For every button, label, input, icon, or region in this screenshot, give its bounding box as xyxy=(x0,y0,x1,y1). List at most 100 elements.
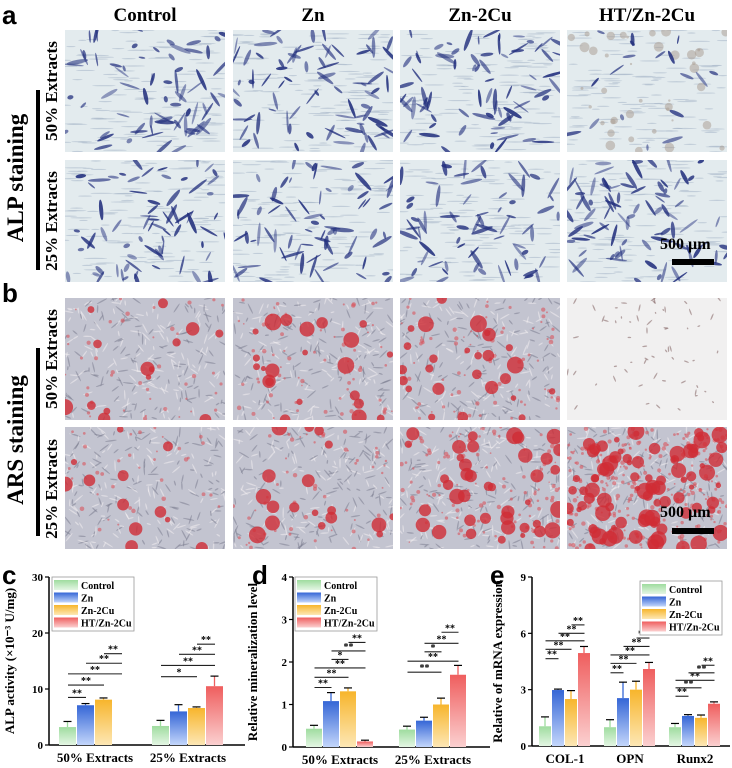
significance-mark: ** xyxy=(201,635,211,646)
micrograph-alp-50-control xyxy=(65,30,225,152)
micrograph-alp-25-zn-2cu xyxy=(400,160,560,282)
micrograph-ars-50-zn xyxy=(233,298,393,420)
micrograph-ars-25-ht-zn-2cu xyxy=(567,427,727,549)
bar-ht-zn-2cu xyxy=(357,741,373,747)
scale-bar-label-a: 500 µm xyxy=(660,236,711,253)
legend-swatch xyxy=(642,584,666,594)
column-header-zn-2cu: Zn-2Cu xyxy=(448,5,512,26)
legend-label: HT/Zn-2Cu xyxy=(81,619,132,630)
significance-mark: ** xyxy=(619,654,629,665)
micrograph-ars-50-control xyxy=(65,298,225,420)
significance-mark: ** xyxy=(445,623,455,634)
significance-mark: ** xyxy=(90,665,100,676)
y-tick-label: 0 xyxy=(38,740,44,752)
y-axis-label: Relative mineralization level xyxy=(245,583,260,742)
chart-mineralization: 0 1 2 3 4 Relative mineralization level 50% Ex… xyxy=(245,572,490,767)
significance-mark: ** xyxy=(318,679,328,690)
legend-swatch xyxy=(54,617,78,628)
y-tick-label: 20 xyxy=(32,628,44,640)
significance-mark: ** xyxy=(690,671,700,682)
bar-zn xyxy=(617,698,629,746)
bar-control xyxy=(399,729,415,747)
significance-mark: ** xyxy=(420,663,430,674)
significance-mark: ** xyxy=(81,676,91,687)
legend-swatch xyxy=(297,580,321,590)
x-tick-label: OPN xyxy=(616,751,644,766)
legend-label: Zn xyxy=(81,594,94,605)
bar-control xyxy=(59,727,76,745)
scale-bar-b xyxy=(672,528,714,534)
chart-alp-activity: 0 10 20 30 ALP activity (×10⁻³ U/mg) 50% Extr… xyxy=(2,572,245,765)
significance-mark: ** xyxy=(684,679,694,690)
panel-label-b: b xyxy=(2,278,18,308)
y-axis-label: Relative of mRNA expression xyxy=(490,579,505,742)
micrograph-ars-25-zn xyxy=(233,427,393,549)
y-tick-label: 9 xyxy=(521,572,527,584)
bar-zn xyxy=(416,720,432,747)
panel-label-c: c xyxy=(2,560,17,590)
y-tick-label: 30 xyxy=(32,572,44,584)
bar-zn-2cu xyxy=(695,717,707,746)
significance-mark: ** xyxy=(625,646,635,657)
bar-zn-2cu xyxy=(95,699,112,745)
bar-ht-zn-2cu xyxy=(206,686,223,745)
significance-mark: ** xyxy=(567,624,577,635)
bar-zn xyxy=(323,701,339,747)
legend-label: HT/Zn-2Cu xyxy=(669,623,720,634)
significance-mark: ** xyxy=(554,640,564,651)
significance-mark: ** xyxy=(612,664,622,675)
micrograph-alp-50-zn xyxy=(233,30,393,152)
legend-swatch xyxy=(297,617,321,628)
y-tick-label: 0 xyxy=(521,741,527,753)
legend-swatch xyxy=(54,580,78,590)
significance-mark: ** xyxy=(335,659,345,670)
micrograph-ars-25-zn-2cu xyxy=(400,427,560,549)
significance-mark: ** xyxy=(108,645,118,656)
legend-label: Zn-2Cu xyxy=(81,606,115,617)
micrograph-alp-25-control xyxy=(65,160,225,282)
significance-mark: ** xyxy=(677,687,687,698)
legend-swatch xyxy=(54,592,78,603)
significance-mark: ** xyxy=(72,688,82,699)
y-tick-label: 0 xyxy=(282,742,288,754)
bar-control xyxy=(539,726,551,746)
bar-ht-zn-2cu xyxy=(708,703,720,746)
ars-row-label-50: 50% Extracts xyxy=(42,309,61,409)
legend-label: Zn xyxy=(669,598,682,609)
y-tick-label: 4 xyxy=(282,572,288,584)
x-tick-label: 50% Extracts xyxy=(302,752,378,767)
micrograph-alp-50-ht-zn-2cu xyxy=(567,30,727,152)
x-tick-label: 50% Extracts xyxy=(57,750,133,765)
alp-row-label-50: 50% Extracts xyxy=(42,41,61,141)
bar-control xyxy=(152,725,169,745)
x-tick-label: COL-1 xyxy=(546,751,585,766)
bar-zn xyxy=(682,715,694,746)
legend-label: Control xyxy=(324,581,357,592)
legend-label: Control xyxy=(669,585,702,596)
significance-mark: * xyxy=(177,668,182,679)
significance-mark: ** xyxy=(547,650,557,661)
micrograph-ars-25-control xyxy=(65,427,225,549)
micrograph-alp-25-zn xyxy=(233,160,393,282)
bar-zn-2cu xyxy=(630,689,642,746)
panel-label-a: a xyxy=(2,0,17,30)
bar-ht-zn-2cu xyxy=(643,669,655,746)
legend-swatch xyxy=(642,621,666,632)
legend-label: Zn-2Cu xyxy=(324,606,358,617)
legend-swatch xyxy=(642,609,666,619)
alp-staining-label: ALP staining xyxy=(3,113,28,243)
legend-swatch xyxy=(297,592,321,603)
significance-mark: ** xyxy=(437,634,447,645)
x-tick-label: Runx2 xyxy=(677,751,714,766)
bar-control xyxy=(669,727,681,746)
legend-label: HT/Zn-2Cu xyxy=(324,619,375,630)
y-tick-label: 2 xyxy=(282,657,288,669)
legend-swatch xyxy=(54,605,78,615)
significance-mark: ** xyxy=(573,616,583,627)
significance-mark: * xyxy=(431,643,436,654)
y-axis-label: ALP activity (×10⁻³ U/mg) xyxy=(2,588,17,734)
bar-ht-zn-2cu xyxy=(578,653,590,746)
ars-row-label-25: 25% Extracts xyxy=(42,439,61,539)
